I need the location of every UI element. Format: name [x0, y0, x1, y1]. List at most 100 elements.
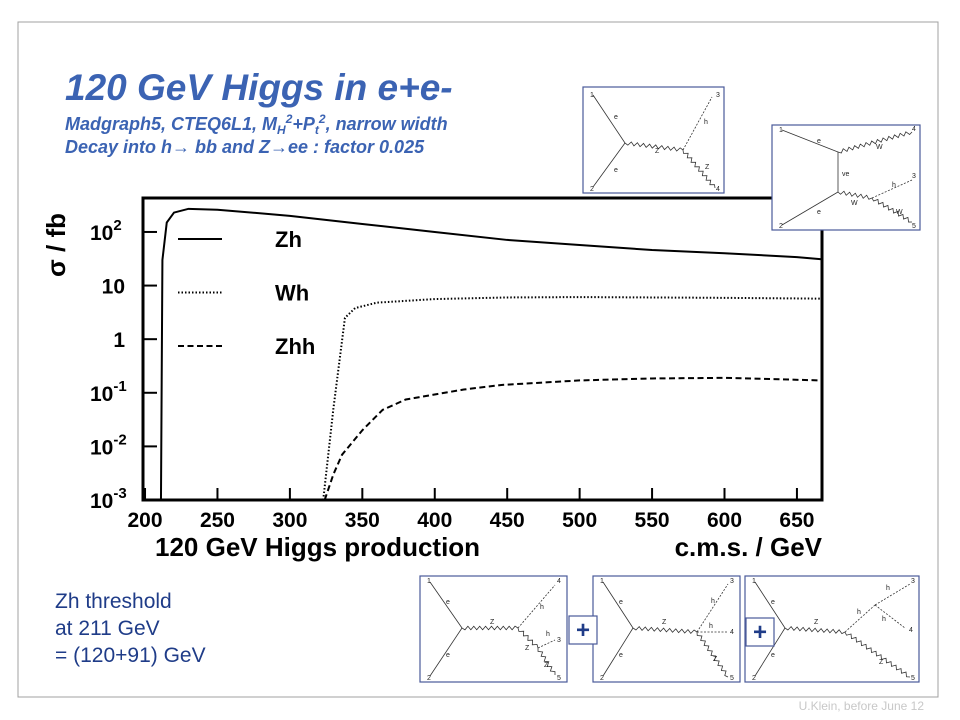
diagram-label: ve — [842, 171, 850, 178]
subtitle: Madgraph5, CTEQ6L1, MH2+Pt2, narrow widt… — [65, 112, 448, 137]
diagram-label: Z — [705, 164, 710, 171]
diagram-label: h — [711, 598, 715, 605]
boson-line — [837, 190, 873, 200]
y-axis-label: σ / fb — [41, 213, 71, 277]
higgs-line — [517, 584, 556, 629]
x-tick-label: 650 — [779, 509, 814, 532]
diagram-box — [582, 86, 725, 194]
y-tick-label: 1 — [113, 329, 125, 352]
x-tick-label: 250 — [200, 509, 235, 532]
diagram-label: Z — [814, 619, 819, 626]
boson-line — [837, 131, 913, 154]
diagram-label: 2 — [752, 675, 756, 682]
diagram-label: 4 — [909, 627, 913, 634]
y-tick-label: 10-3 — [90, 485, 127, 513]
diagram-label: 2 — [600, 675, 604, 682]
fermion-line — [781, 191, 839, 226]
x-tick-label: 300 — [272, 509, 307, 532]
x-tick-label: 600 — [707, 509, 742, 532]
series-line — [323, 376, 822, 501]
subtitle-part: , narrow width — [325, 114, 448, 134]
plus-box — [568, 615, 598, 645]
fermion-line — [592, 94, 626, 144]
x-axis-annotation: 120 GeV Higgs production — [155, 532, 480, 562]
y-tick-label: 10-2 — [90, 431, 127, 459]
x-axis-label: c.m.s. / GeV — [675, 532, 823, 562]
diagram-label: Z — [544, 662, 549, 669]
diagram-label: 1 — [779, 127, 783, 134]
plot-frame — [141, 196, 824, 502]
diagram-label: h — [886, 585, 890, 592]
diagram-label: 4 — [557, 578, 561, 585]
boson-line — [624, 141, 684, 152]
y-tick-label: 102 — [90, 217, 122, 245]
subtitle-part: Madgraph5, CTEQ6L1, M — [65, 114, 278, 134]
diagram-label: 2 — [779, 223, 783, 230]
diagram-label: e — [619, 652, 623, 659]
diagram-label: h — [892, 182, 896, 189]
x-tick-label: 350 — [345, 509, 380, 532]
fermion-line — [429, 581, 463, 629]
diagram-label: e — [614, 167, 618, 174]
diagram-label: W — [896, 209, 903, 216]
higgs-line — [696, 583, 729, 633]
y-tick-label: 10-1 — [90, 378, 127, 406]
diagram-label: 3 — [911, 578, 915, 585]
diagram-label: e — [446, 599, 450, 606]
note: at 211 GeV — [55, 617, 160, 640]
diagram-label: e — [771, 599, 775, 606]
fermion-line — [781, 129, 839, 153]
diagram-label: 4 — [716, 186, 720, 193]
diagram-label: 1 — [752, 578, 756, 585]
diagram-label: 3 — [716, 92, 720, 99]
diagram-label: 4 — [912, 126, 916, 133]
footer: U.Klein, before June 12 — [799, 699, 925, 713]
diagram-label: e — [771, 652, 775, 659]
diagram-label: h — [704, 119, 708, 126]
diagram-label: e — [817, 209, 821, 216]
diagram-label: Z — [490, 619, 495, 626]
diagram-label: Z — [655, 148, 660, 155]
boson-line — [517, 627, 539, 649]
diagram-label: h — [546, 631, 550, 638]
boson-line — [844, 631, 911, 678]
diagram-label: e — [817, 138, 821, 145]
fermion-line — [602, 627, 634, 677]
fermion-line — [429, 627, 463, 677]
diagram-label: 2 — [590, 186, 594, 193]
diagram-label: h — [709, 623, 713, 630]
diagram-label: h — [857, 609, 861, 616]
subtitle-part: H — [277, 123, 286, 137]
legend-label: Zh — [275, 227, 302, 252]
fermion-line — [592, 142, 626, 188]
diagram-label: 2 — [427, 675, 431, 682]
higgs-line — [537, 639, 556, 649]
diagram-label: Z — [879, 659, 884, 666]
x-tick-label: 450 — [490, 509, 525, 532]
diagram-label: 5 — [911, 675, 915, 682]
diagram-label: 4 — [730, 629, 734, 636]
higgs-line — [871, 179, 913, 199]
boson-line — [537, 647, 556, 676]
boson-line — [871, 197, 913, 223]
boson-line — [632, 625, 698, 635]
fermion-line — [754, 581, 786, 629]
diagram-label: 3 — [912, 173, 916, 180]
fermion-line — [602, 581, 634, 629]
y-tick-label: 10 — [102, 276, 125, 299]
plus-box — [745, 617, 775, 647]
diagram-label: 1 — [600, 578, 604, 585]
diagram-label: Z — [713, 656, 718, 663]
x-tick-label: 400 — [417, 509, 452, 532]
legend-label: Zhh — [275, 334, 315, 359]
boson-line — [682, 149, 716, 189]
series-line — [322, 296, 822, 501]
plus-sign: + — [753, 619, 767, 646]
subtitle-part: t — [315, 123, 320, 137]
diagram-label: Z — [662, 619, 667, 626]
slide-title: 120 GeV Higgs in e+e- — [65, 67, 453, 108]
legend-label: Wh — [275, 281, 309, 306]
diagram-label: h — [540, 604, 544, 611]
diagram-label: W — [876, 144, 883, 151]
